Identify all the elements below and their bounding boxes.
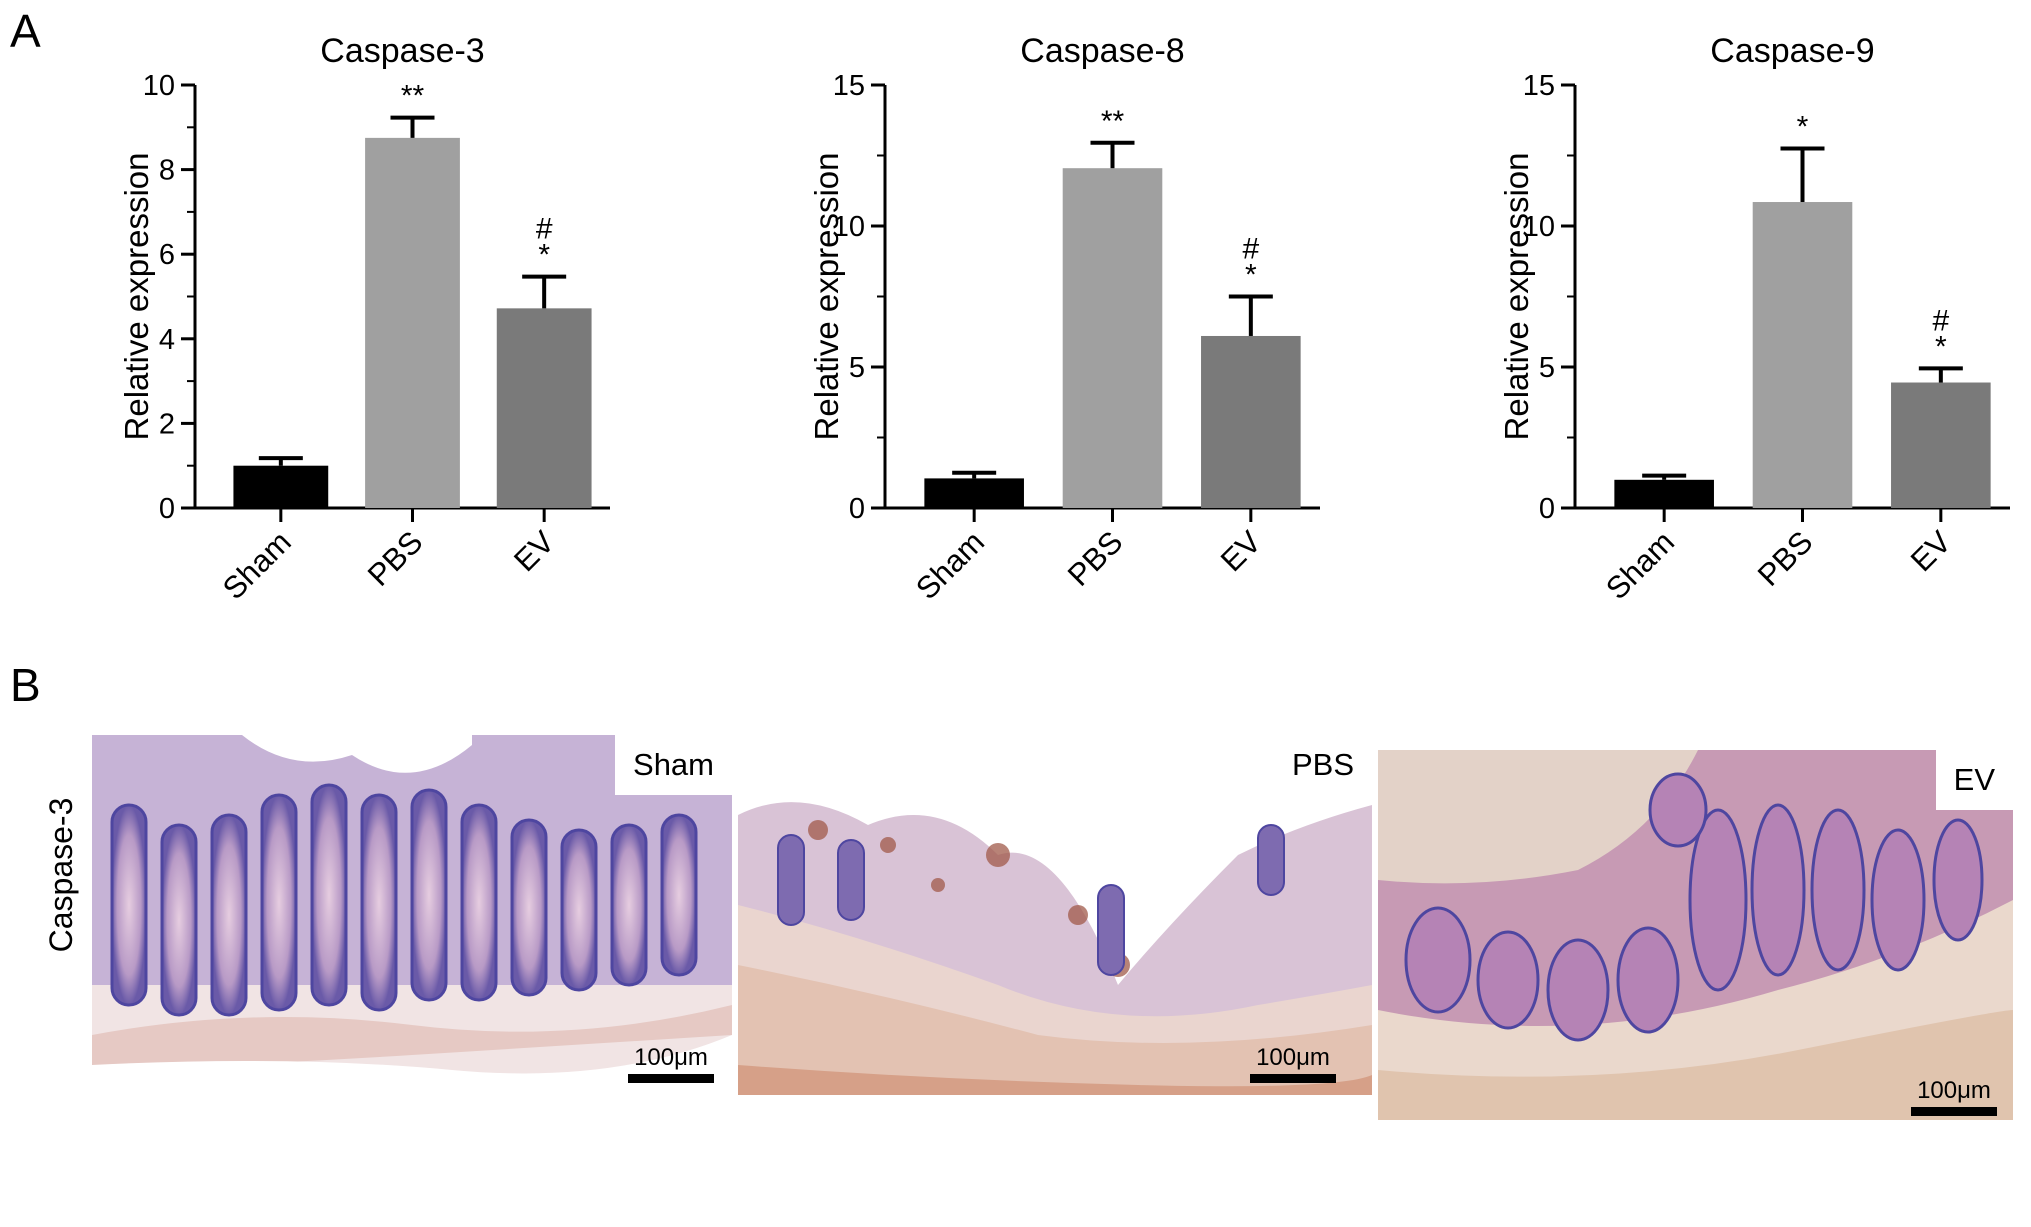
y-tick-label: 4 (159, 324, 175, 356)
micrograph-sham-image (92, 735, 732, 1095)
panel-letter-a: A (10, 5, 41, 57)
x-tick-label: PBS (1751, 524, 1820, 593)
bar-sham (924, 478, 1024, 508)
significance-marker: # (536, 213, 553, 246)
micrograph-pbs-label: PBS (1273, 735, 1372, 795)
scale-bar-pbs-text: 100μm (1256, 1044, 1330, 1071)
bar-pbs (1062, 168, 1163, 508)
bar-chart-caspase-3: Caspase-3 Relative expression 0 2 4 6 8 10 Sham *… (50, 0, 620, 640)
scale-bar-ev: 100μm (1911, 1077, 1997, 1116)
x-tick-label: EV (1904, 524, 1958, 578)
scale-bar-ev-line (1911, 1107, 1997, 1116)
micrograph-pbs-image (738, 735, 1372, 1095)
y-tick-label: 2 (159, 408, 175, 440)
y-tick-label: 6 (159, 239, 175, 271)
chart-svg: Caspase-9 Relative expression 0 5 10 15 Sham * P… (1498, 32, 2010, 606)
y-tick-label: 0 (849, 493, 865, 525)
y-tick-label: 10 (833, 211, 865, 243)
chart-title: Caspase-3 (320, 32, 484, 70)
x-tick-label: PBS (361, 524, 430, 593)
x-tick-label: Sham (909, 524, 991, 606)
significance-marker: ** (401, 80, 425, 113)
micrograph-sham-label: Sham (615, 735, 732, 795)
significance-marker: * (1245, 259, 1257, 292)
x-tick-label: Sham (216, 524, 298, 606)
y-tick-label: 0 (1539, 493, 1555, 525)
x-tick-label: EV (1214, 524, 1268, 578)
bar-sham (1614, 479, 1714, 508)
y-tick-label: 5 (849, 352, 865, 384)
x-tick-label: EV (507, 524, 561, 578)
micrograph-row-label: Caspase-3 (20, 735, 90, 1015)
scale-bar-sham-line (628, 1074, 714, 1083)
scale-bar-sham-text: 100μm (634, 1044, 708, 1071)
scale-bar-pbs: 100μm (1250, 1044, 1336, 1083)
micrograph-ev-image (1378, 750, 2013, 1120)
bar-ev (1891, 382, 1991, 508)
significance-marker: * (1797, 110, 1809, 143)
y-axis-label: Relative expression (1498, 153, 1535, 441)
scale-bar-pbs-line (1250, 1074, 1336, 1083)
bar-ev (1201, 335, 1301, 508)
y-tick-label: 10 (143, 70, 175, 102)
y-axis-label: Relative expression (808, 153, 845, 441)
bar-chart-caspase-8: Caspase-8 Relative expression 0 5 10 15 Sham **… (740, 0, 1330, 640)
x-tick-label: Sham (1599, 524, 1681, 606)
bar-ev (496, 308, 592, 508)
significance-marker: # (1932, 304, 1949, 337)
y-tick-label: 5 (1539, 352, 1555, 384)
micrograph-pbs: PBS 100μm (738, 735, 1372, 1095)
y-tick-label: 0 (159, 493, 175, 525)
bar-pbs (365, 137, 460, 508)
bar-chart-caspase-9: Caspase-9 Relative expression 0 5 10 15 Sham * P… (1430, 0, 2020, 640)
chart-title: Caspase-9 (1710, 32, 1874, 70)
significance-marker: * (1935, 330, 1947, 363)
y-tick-label: 8 (159, 155, 175, 187)
micrograph-sham: Sham 100μm (92, 735, 732, 1095)
chart-svg: Caspase-3 Relative expression 0 2 4 6 8 10 Sham *… (118, 32, 610, 606)
panel-letter-b: B (10, 659, 41, 711)
micrograph-ev: EV 100μm (1378, 750, 2013, 1120)
micrograph-ev-label: EV (1935, 750, 2013, 810)
scale-bar-sham: 100μm (628, 1044, 714, 1083)
row-label-text: Caspase-3 (43, 798, 79, 953)
bar-sham (233, 465, 329, 508)
y-tick-label: 15 (833, 70, 865, 102)
significance-marker: * (538, 239, 550, 272)
significance-marker: # (1242, 233, 1259, 266)
scale-bar-ev-text: 100μm (1917, 1077, 1991, 1104)
y-tick-label: 10 (1523, 211, 1555, 243)
chart-title: Caspase-8 (1020, 32, 1184, 70)
x-tick-label: PBS (1061, 524, 1130, 593)
y-tick-label: 15 (1523, 70, 1555, 102)
y-axis-label: Relative expression (118, 153, 155, 441)
significance-marker: ** (1101, 105, 1125, 138)
bar-pbs (1752, 202, 1853, 508)
